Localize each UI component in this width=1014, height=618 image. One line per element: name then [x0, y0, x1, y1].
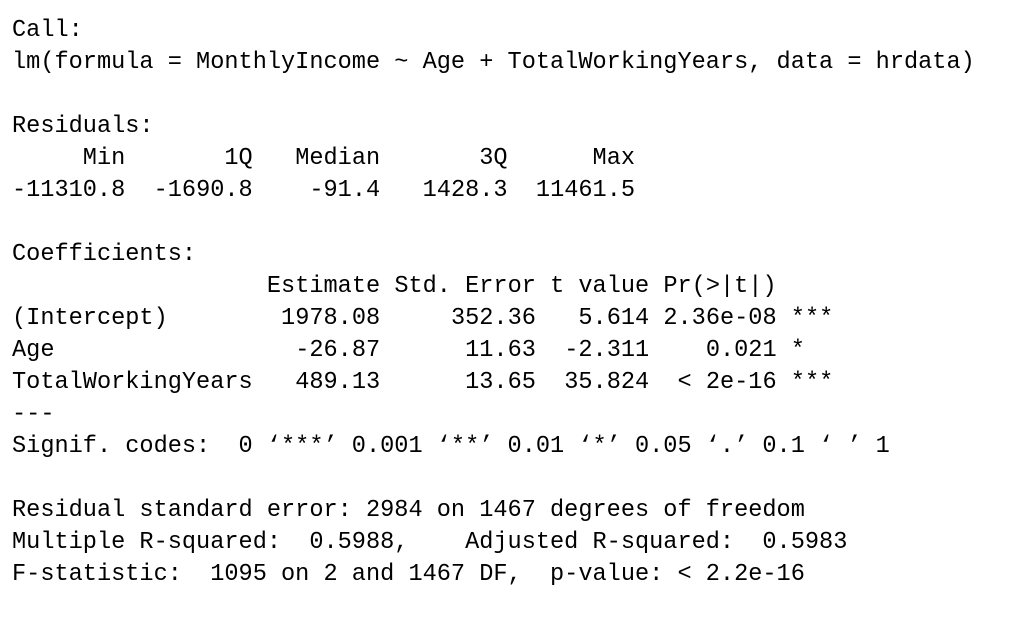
residual-header: Max [593, 145, 635, 172]
coef-signif: * [791, 337, 805, 364]
summary-line: F-statistic: 1095 on 2 and 1467 DF, p-va… [12, 561, 805, 588]
call-text: lm(formula = MonthlyIncome ~ Age + Total… [12, 49, 975, 76]
coef-cell: -26.87 [295, 337, 380, 364]
coef-cell: 35.824 [564, 369, 649, 396]
coef-cell: 352.36 [451, 305, 536, 332]
residual-header: 3Q [479, 145, 507, 172]
coefficients-label: Coefficients: [12, 241, 196, 268]
coef-signif: *** [791, 369, 833, 396]
coef-header: Std. Error [394, 273, 536, 300]
residual-header: Median [295, 145, 380, 172]
summary-line: Multiple R-squared: 0.5988, Adjusted R-s… [12, 529, 847, 556]
coef-cell: 11.63 [465, 337, 536, 364]
residual-header: 1Q [224, 145, 252, 172]
coef-cell: 13.65 [465, 369, 536, 396]
coef-header: Pr(>|t|) [663, 273, 776, 300]
coef-cell: 489.13 [295, 369, 380, 396]
coef-signif: *** [791, 305, 833, 332]
call-label: Call: [12, 17, 83, 44]
residual-value: -11310.8 [12, 177, 125, 204]
separator: --- [12, 401, 54, 428]
coef-cell: 2.36e-08 [663, 305, 776, 332]
coef-row-name: TotalWorkingYears [12, 369, 253, 396]
residual-value: -91.4 [309, 177, 380, 204]
residual-header: Min [83, 145, 125, 172]
residual-value: 11461.5 [536, 177, 635, 204]
coef-cell: 1978.08 [281, 305, 380, 332]
coef-header: t value [550, 273, 649, 300]
summary-line: Residual standard error: 2984 on 1467 de… [12, 497, 805, 524]
coef-cell: < 2e-16 [678, 369, 777, 396]
coef-cell: -2.311 [564, 337, 649, 364]
coef-header: Estimate [267, 273, 380, 300]
signif-codes: Signif. codes: 0 ‘***’ 0.001 ‘**’ 0.01 ‘… [12, 433, 890, 460]
residual-value: 1428.3 [423, 177, 508, 204]
coef-row-name: Age [12, 337, 54, 364]
coef-cell: 0.021 [706, 337, 777, 364]
coef-cell: 5.614 [578, 305, 649, 332]
coef-row-name: (Intercept) [12, 305, 168, 332]
residual-value: -1690.8 [154, 177, 253, 204]
residuals-label: Residuals: [12, 113, 154, 140]
